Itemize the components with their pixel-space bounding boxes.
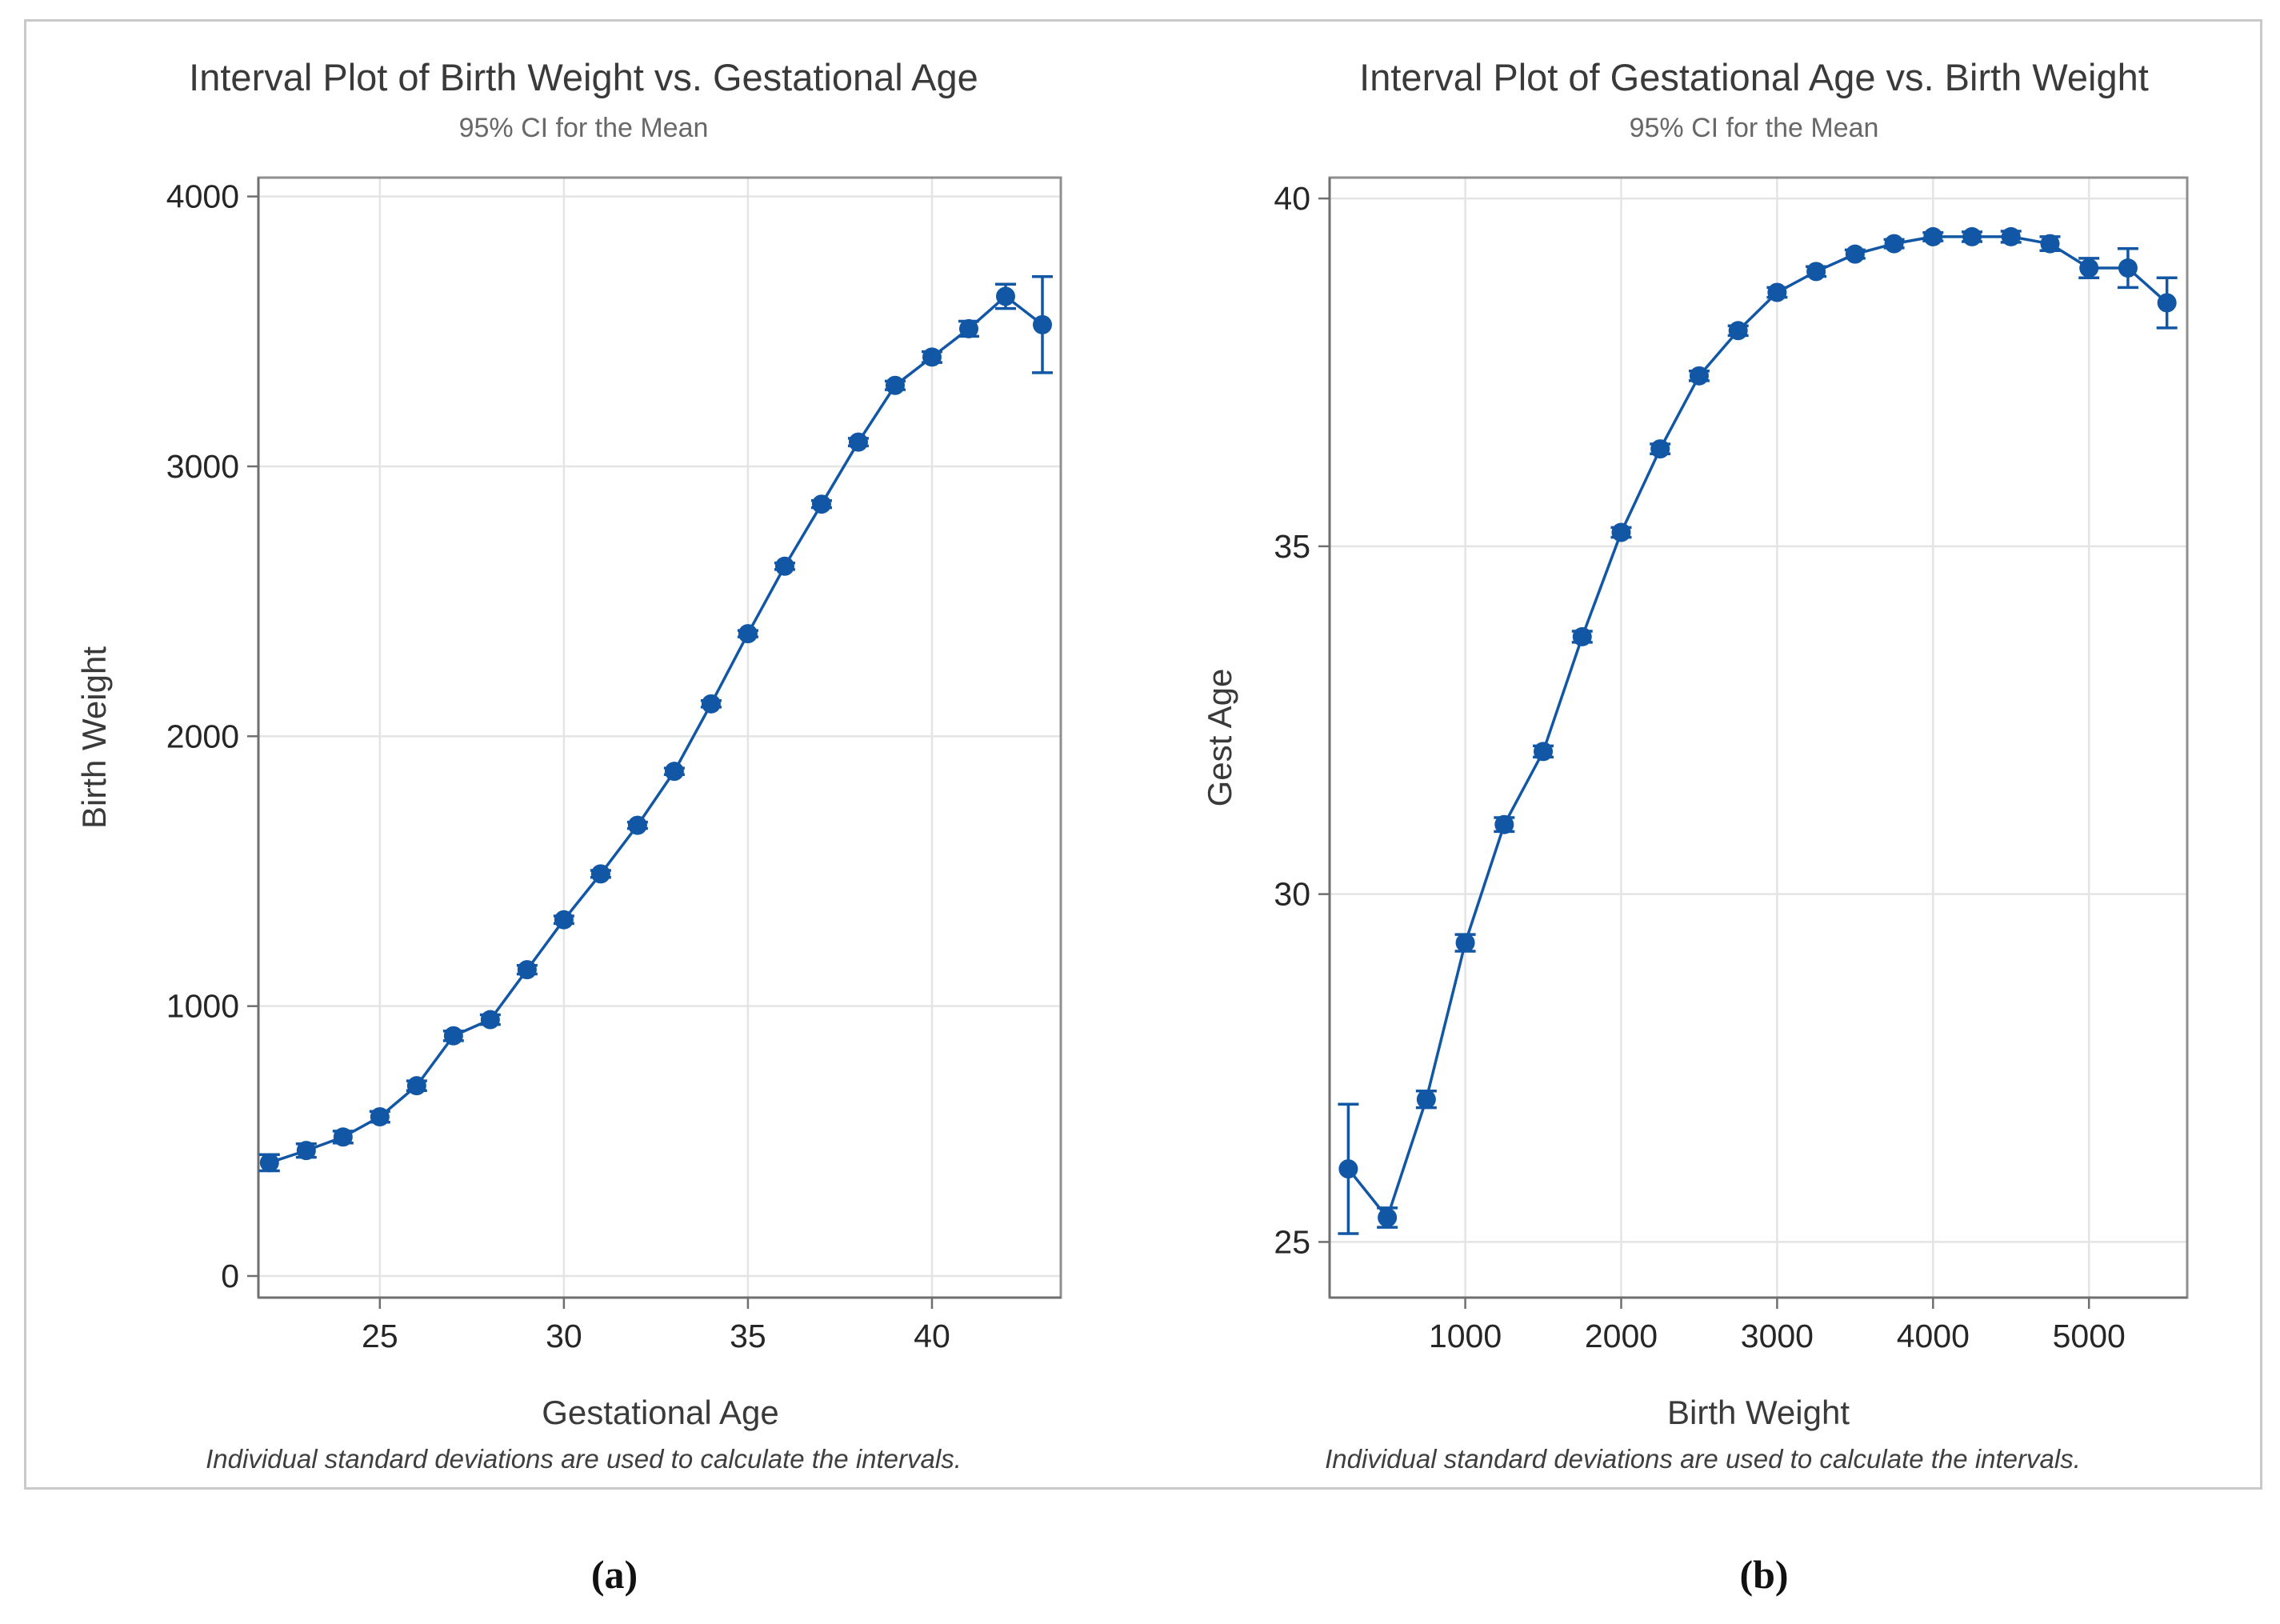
data-point-marker [1338, 1159, 1358, 1179]
data-point-marker [590, 864, 610, 884]
data-point-marker [2118, 258, 2138, 278]
x-tick-label: 4000 [1897, 1318, 1970, 1354]
data-point-marker [1378, 1208, 1398, 1227]
y-tick-label: 1000 [166, 988, 239, 1025]
chart-panel-b: Interval Plot of Gestational Age vs. Bir… [1143, 19, 2262, 1490]
data-point-marker [1923, 226, 1943, 246]
y-tick-label: 35 [1274, 528, 1310, 565]
x-tick-label: 25 [362, 1318, 398, 1354]
data-point-marker [1962, 226, 1982, 246]
data-point-marker [995, 286, 1015, 306]
data-point-marker [2157, 293, 2177, 313]
data-point-marker [1032, 314, 1052, 334]
data-point-marker [1728, 321, 1748, 341]
x-tick-label: 30 [546, 1318, 582, 1354]
data-point-marker [1884, 234, 1904, 254]
plot-frame [257, 176, 1062, 1299]
data-point-marker [554, 910, 574, 930]
interval-plot-a: 25 30 35 40 0 1000 2000 3000 4000 [166, 176, 1062, 1354]
chart-subtitle: 95% CI for the Mean [458, 113, 709, 143]
data-point-marker [885, 375, 905, 395]
data-point-marker [296, 1141, 316, 1161]
y-tick-label: 0 [221, 1258, 239, 1294]
x-tick-label: 5000 [2053, 1318, 2126, 1354]
chart-panel-a: Interval Plot of Birth Weight vs. Gestat… [24, 19, 1143, 1490]
y-tick-label: 30 [1274, 876, 1310, 913]
data-point-marker [1494, 814, 1514, 834]
data-point-marker [1689, 366, 1709, 386]
plot-frame [1328, 176, 2189, 1299]
data-point-marker [664, 762, 684, 782]
data-point-marker [627, 815, 647, 835]
data-point-marker [406, 1076, 426, 1096]
figure-card [24, 19, 2262, 1490]
chart-title: Interval Plot of Gestational Age vs. Bir… [1359, 56, 2149, 98]
data-point-marker [1806, 262, 1826, 282]
x-axis-label: Gestational Age [542, 1394, 779, 1431]
data-point-marker [333, 1127, 353, 1147]
y-tick-label: 3000 [166, 448, 239, 485]
x-tick-label: 3000 [1741, 1318, 1814, 1354]
data-point-marker [1767, 282, 1787, 302]
data-point-marker [517, 960, 537, 980]
x-axis-label: Birth Weight [1667, 1394, 1850, 1431]
y-tick-label: 2000 [166, 718, 239, 754]
data-point-marker [1416, 1090, 1436, 1110]
data-point-marker [1611, 522, 1631, 542]
chart-subtitle: 95% CI for the Mean [1629, 113, 1879, 143]
caption-a: (a) [590, 1552, 638, 1597]
y-tick-label: 25 [1274, 1223, 1310, 1260]
chart-title: Interval Plot of Birth Weight vs. Gestat… [189, 56, 978, 98]
data-point-marker [811, 494, 831, 514]
data-point-marker [259, 1153, 279, 1173]
chart-footnote: Individual standard deviations are used … [206, 1444, 962, 1474]
x-tick-label: 40 [914, 1318, 950, 1354]
data-point-marker [848, 432, 868, 452]
data-point-marker [443, 1026, 463, 1046]
x-tick-label: 2000 [1585, 1318, 1658, 1354]
data-point-marker [1455, 933, 1475, 953]
data-point-marker [1845, 244, 1865, 264]
series-line [1347, 235, 2168, 1221]
y-tick-label: 4000 [166, 178, 239, 215]
caption-b: (b) [1739, 1552, 1789, 1597]
data-point-marker [1534, 742, 1554, 762]
data-point-marker [2079, 258, 2099, 278]
data-point-marker [480, 1010, 500, 1030]
data-point-marker [958, 318, 978, 338]
interval-plot-b: 1000 2000 3000 4000 5000 25 30 35 40 [1274, 176, 2189, 1354]
x-tick-label: 35 [730, 1318, 766, 1354]
data-point-marker [922, 347, 942, 367]
data-point-marker [2001, 226, 2021, 246]
chart-footnote: Individual standard deviations are used … [1325, 1444, 2081, 1474]
y-tick-label: 40 [1274, 180, 1310, 217]
data-point-marker [2040, 234, 2060, 254]
data-point-marker [701, 694, 721, 714]
data-point-marker [1650, 439, 1670, 459]
series-line [269, 294, 1044, 1164]
x-tick-label: 1000 [1429, 1318, 1502, 1354]
data-point-marker [370, 1106, 390, 1126]
data-point-marker [774, 556, 794, 576]
data-point-marker [738, 624, 758, 644]
data-point-marker [1572, 626, 1592, 646]
